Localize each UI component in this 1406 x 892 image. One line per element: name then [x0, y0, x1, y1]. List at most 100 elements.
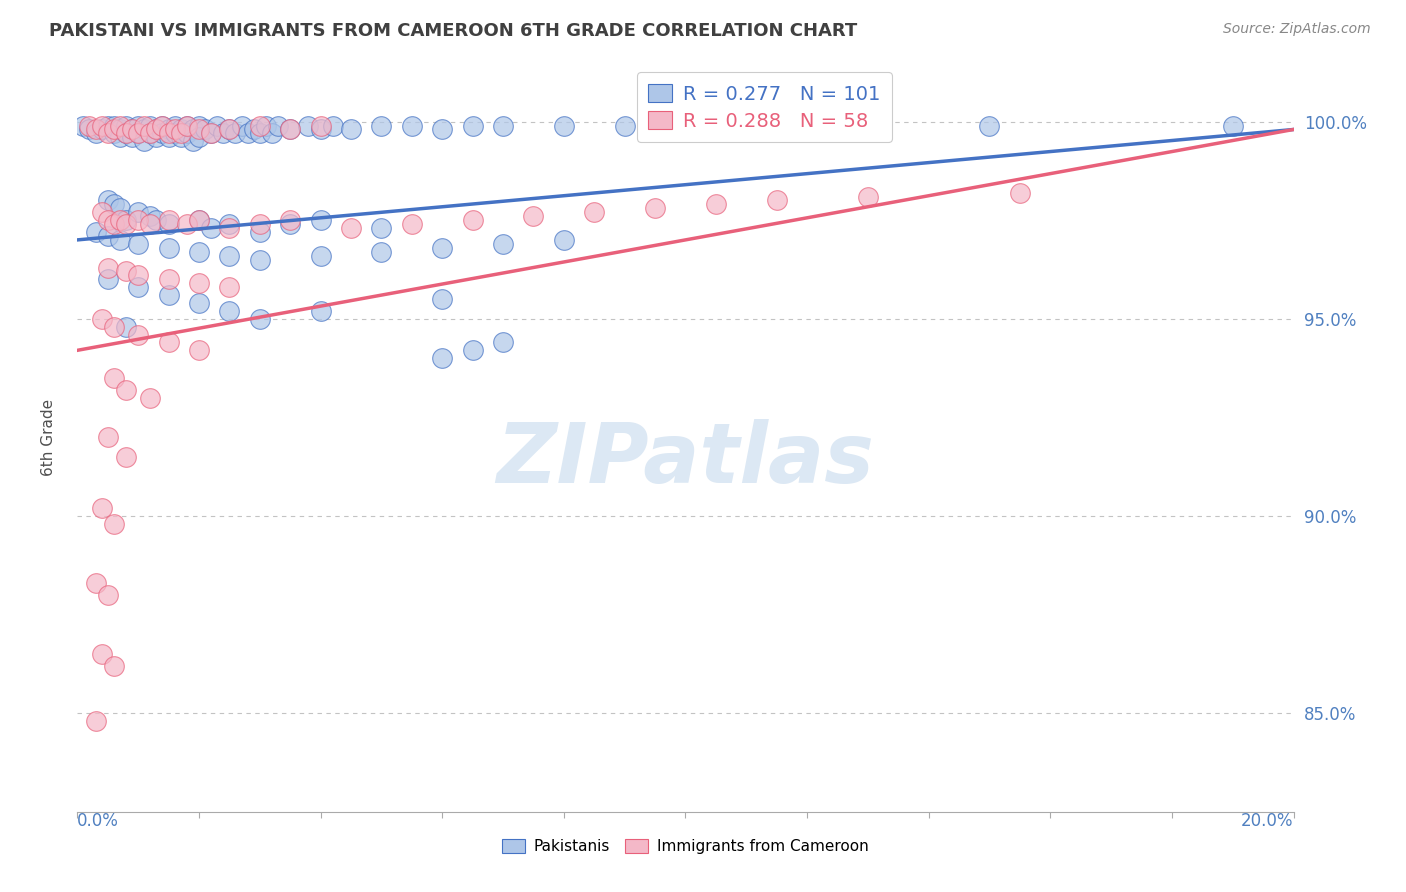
Point: [103, 658, 125, 673]
Point: [675, 119, 697, 133]
Point: [553, 233, 575, 247]
Point: [115, 127, 138, 141]
Point: [97, 430, 120, 444]
Point: [205, 119, 228, 133]
Point: [461, 213, 484, 227]
Point: [127, 119, 149, 133]
Point: [157, 288, 180, 302]
Point: [84, 714, 107, 728]
Point: [218, 249, 240, 263]
Point: [103, 127, 125, 141]
Point: [163, 119, 186, 133]
Point: [108, 233, 131, 247]
Point: [432, 292, 454, 306]
Point: [157, 241, 180, 255]
Point: [370, 119, 392, 133]
Point: [224, 127, 246, 141]
Point: [249, 225, 271, 239]
Point: [856, 189, 879, 203]
Point: [492, 119, 515, 133]
Point: [218, 217, 240, 231]
Point: [188, 130, 211, 145]
Point: [103, 119, 125, 133]
Point: [134, 122, 156, 136]
Point: [103, 516, 125, 531]
Point: [249, 252, 271, 267]
Text: Source: ZipAtlas.com: Source: ZipAtlas.com: [1223, 22, 1371, 37]
Point: [121, 122, 143, 136]
Point: [97, 127, 120, 141]
Point: [97, 229, 120, 244]
Point: [370, 244, 392, 259]
Point: [212, 127, 235, 141]
Point: [134, 134, 156, 148]
Point: [1008, 186, 1031, 200]
Point: [84, 127, 107, 141]
Point: [97, 194, 120, 208]
Point: [97, 588, 120, 602]
Point: [194, 122, 217, 136]
Point: [553, 119, 575, 133]
Point: [1222, 119, 1244, 133]
Point: [260, 127, 283, 141]
Point: [108, 122, 131, 136]
Text: ZIPatlas: ZIPatlas: [496, 419, 875, 500]
Point: [108, 119, 131, 133]
Point: [309, 213, 332, 227]
Point: [370, 221, 392, 235]
Point: [103, 122, 125, 136]
Point: [152, 119, 174, 133]
Point: [139, 127, 162, 141]
Point: [157, 127, 180, 141]
Point: [401, 217, 423, 231]
Point: [115, 450, 138, 464]
Point: [249, 311, 271, 326]
Point: [583, 205, 606, 219]
Point: [231, 119, 253, 133]
Point: [127, 213, 149, 227]
Point: [309, 122, 332, 136]
Point: [278, 122, 301, 136]
Point: [127, 280, 149, 294]
Point: [84, 225, 107, 239]
Point: [145, 122, 167, 136]
Point: [139, 391, 162, 405]
Point: [145, 122, 167, 136]
Point: [188, 119, 211, 133]
Point: [163, 127, 186, 141]
Point: [127, 268, 149, 283]
Point: [432, 122, 454, 136]
Point: [90, 647, 112, 661]
Point: [108, 130, 131, 145]
Point: [188, 277, 211, 291]
Point: [461, 343, 484, 358]
Point: [176, 127, 198, 141]
Point: [322, 119, 344, 133]
Point: [121, 122, 143, 136]
Point: [157, 122, 180, 136]
Point: [97, 119, 120, 133]
Point: [188, 343, 211, 358]
Point: [249, 217, 271, 231]
Point: [181, 134, 204, 148]
Point: [188, 122, 211, 136]
Point: [492, 236, 515, 251]
Point: [103, 319, 125, 334]
Point: [170, 130, 193, 145]
Point: [278, 122, 301, 136]
Point: [218, 122, 240, 136]
Point: [145, 130, 167, 145]
Point: [188, 213, 211, 227]
Y-axis label: 6th Grade: 6th Grade: [42, 399, 56, 475]
Point: [157, 130, 180, 145]
Point: [309, 249, 332, 263]
Point: [115, 217, 138, 231]
Point: [461, 119, 484, 133]
Point: [115, 383, 138, 397]
Point: [979, 119, 1001, 133]
Point: [181, 122, 204, 136]
Point: [218, 280, 240, 294]
Point: [157, 335, 180, 350]
Point: [115, 213, 138, 227]
Point: [97, 260, 120, 275]
